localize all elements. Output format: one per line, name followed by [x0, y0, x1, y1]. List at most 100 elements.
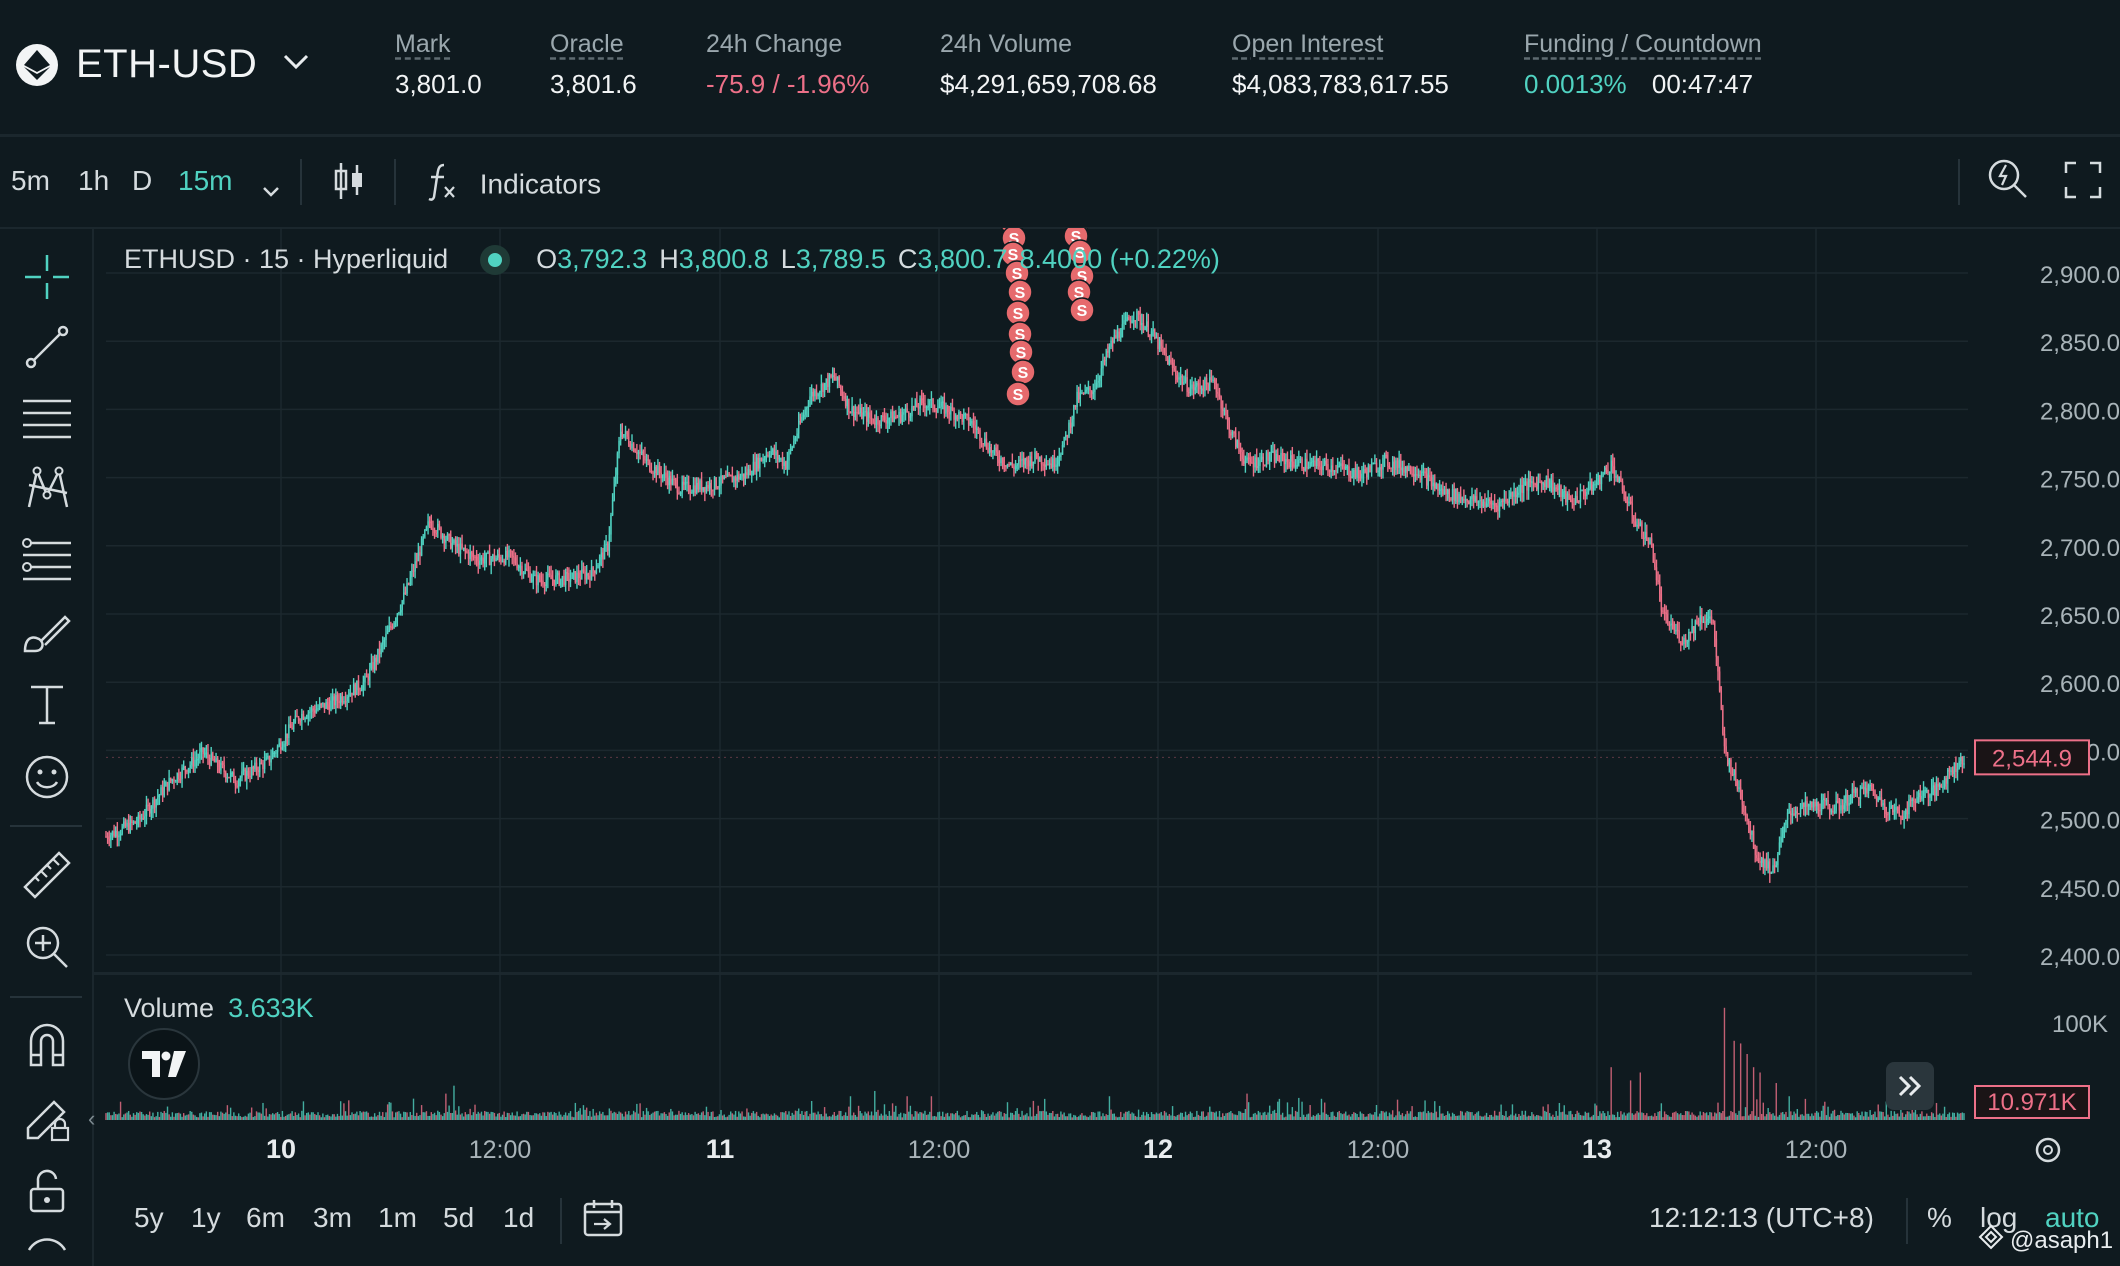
volume-bar	[1628, 1112, 1630, 1120]
volume-bar	[564, 1112, 567, 1120]
oracle-label[interactable]: Oracle	[550, 30, 624, 58]
range-1m[interactable]: 1m	[378, 1202, 417, 1233]
fib-retracement-icon[interactable]	[18, 532, 76, 590]
percent-scale-toggle[interactable]: %	[1927, 1202, 1952, 1233]
open-interest-label[interactable]: Open Interest	[1232, 30, 1384, 58]
quick-search-icon[interactable]	[1986, 157, 2030, 208]
log-scale-toggle[interactable]: log	[1980, 1202, 2018, 1233]
volume-bar	[851, 1115, 853, 1120]
volume-bar	[1126, 1111, 1128, 1120]
candle	[1832, 810, 1834, 813]
candle	[1725, 746, 1727, 754]
volume-bar	[437, 1110, 439, 1120]
range-1d[interactable]: 1d	[503, 1202, 535, 1233]
sell-marker-icon[interactable]: S	[1007, 279, 1033, 305]
candle	[678, 492, 680, 495]
volume-bar	[1031, 1116, 1033, 1120]
sell-marker-icon[interactable]: S	[1010, 359, 1036, 385]
pattern-icon[interactable]	[18, 460, 76, 518]
candle	[997, 452, 999, 460]
range-1y[interactable]: 1y	[191, 1202, 221, 1233]
volume-bar	[1128, 1110, 1130, 1120]
go-to-date-icon[interactable]	[582, 1198, 624, 1245]
volume-bar	[1238, 1111, 1240, 1120]
volume-bar	[493, 1112, 496, 1120]
scroll-to-latest-icon[interactable]	[1886, 1062, 1934, 1110]
chevron-down-icon[interactable]	[283, 54, 309, 75]
candle	[1375, 462, 1378, 472]
candle	[461, 543, 463, 548]
price-chart[interactable]: 2,900.02,850.02,800.02,750.02,700.02,650…	[92, 228, 2120, 1180]
candle	[1097, 380, 1099, 383]
volume-bar	[1493, 1110, 1496, 1120]
volume-bar	[1574, 1114, 1577, 1120]
volume-bar	[942, 1111, 944, 1120]
candle	[124, 821, 127, 827]
brush-icon[interactable]	[18, 604, 76, 662]
interval-5m[interactable]: 5m	[11, 165, 50, 196]
volume-bar	[182, 1113, 185, 1120]
range-3m[interactable]: 3m	[313, 1202, 352, 1233]
market-selector[interactable]: ETH-USD	[16, 42, 309, 87]
volume-bar	[393, 1117, 395, 1120]
mark-label[interactable]: Mark	[395, 30, 451, 58]
pane-separator[interactable]	[92, 972, 1972, 975]
magnet-icon[interactable]	[18, 1016, 76, 1074]
range-6m[interactable]: 6m	[246, 1202, 285, 1233]
timezone-clock[interactable]: 12:12:13 (UTC+8)	[1649, 1202, 1874, 1233]
candle	[728, 473, 730, 476]
zoom-in-icon[interactable]	[18, 918, 76, 976]
lock-drawings-icon[interactable]	[18, 1090, 76, 1148]
volume-bar	[1657, 1111, 1659, 1120]
volume-bar	[1398, 1111, 1400, 1120]
range-5d[interactable]: 5d	[443, 1202, 475, 1233]
volume-bar	[142, 1114, 144, 1120]
candle	[1746, 814, 1748, 822]
volume-bar	[1521, 1110, 1523, 1120]
collapse-panel-icon[interactable]: ‹	[88, 1106, 96, 1131]
volume-bar	[895, 1105, 897, 1120]
emoji-icon[interactable]	[18, 748, 76, 806]
range-5y[interactable]: 5y	[134, 1202, 164, 1233]
volume-bar	[563, 1114, 565, 1120]
ruler-icon[interactable]	[18, 846, 76, 904]
auto-scale-toggle[interactable]: auto	[2045, 1202, 2100, 1233]
candle	[1817, 801, 1820, 810]
candle	[1011, 462, 1014, 467]
volume-bar	[427, 1115, 429, 1120]
volume-bar	[1780, 1112, 1782, 1120]
interval-15m[interactable]: 15m	[178, 165, 233, 196]
volume-bar	[619, 1112, 622, 1120]
volume-bar	[1604, 1113, 1606, 1120]
eye-icon[interactable]	[18, 1228, 76, 1266]
candle	[246, 770, 248, 781]
text-icon[interactable]	[18, 676, 76, 734]
chart-settings-icon[interactable]	[2035, 1137, 2061, 1163]
lock-icon[interactable]	[18, 1162, 76, 1220]
fullscreen-icon[interactable]	[2064, 161, 2102, 206]
indicators-button[interactable]: Indicators	[426, 161, 601, 208]
volume-bar	[244, 1115, 246, 1120]
tradingview-logo-icon[interactable]	[128, 1028, 200, 1100]
interval-d[interactable]: D	[132, 165, 153, 196]
crosshair-icon[interactable]	[18, 248, 76, 306]
interval-dropdown-icon[interactable]	[262, 173, 280, 205]
candle-style-icon[interactable]	[333, 161, 365, 208]
candle	[1694, 620, 1697, 634]
volume-bar	[610, 1110, 612, 1120]
volume-bar	[1636, 1111, 1638, 1120]
volume-bar	[1744, 1107, 1747, 1120]
candle	[1735, 769, 1737, 782]
candle	[1367, 465, 1370, 478]
volume-bar	[1939, 1113, 1941, 1120]
sell-marker-icon[interactable]: S	[1069, 297, 1095, 323]
horizontal-lines-icon[interactable]	[18, 388, 76, 446]
candle	[252, 766, 254, 769]
sell-marker-icon[interactable]: S	[1067, 239, 1093, 265]
sell-marker-icon[interactable]: S	[1005, 381, 1031, 407]
funding-label[interactable]: Funding / Countdown	[1524, 30, 1762, 58]
interval-1h[interactable]: 1h	[78, 165, 110, 196]
trend-line-icon[interactable]	[18, 318, 76, 376]
volume-bar	[708, 1116, 711, 1120]
sell-marker-icon[interactable]: S	[1005, 300, 1031, 326]
